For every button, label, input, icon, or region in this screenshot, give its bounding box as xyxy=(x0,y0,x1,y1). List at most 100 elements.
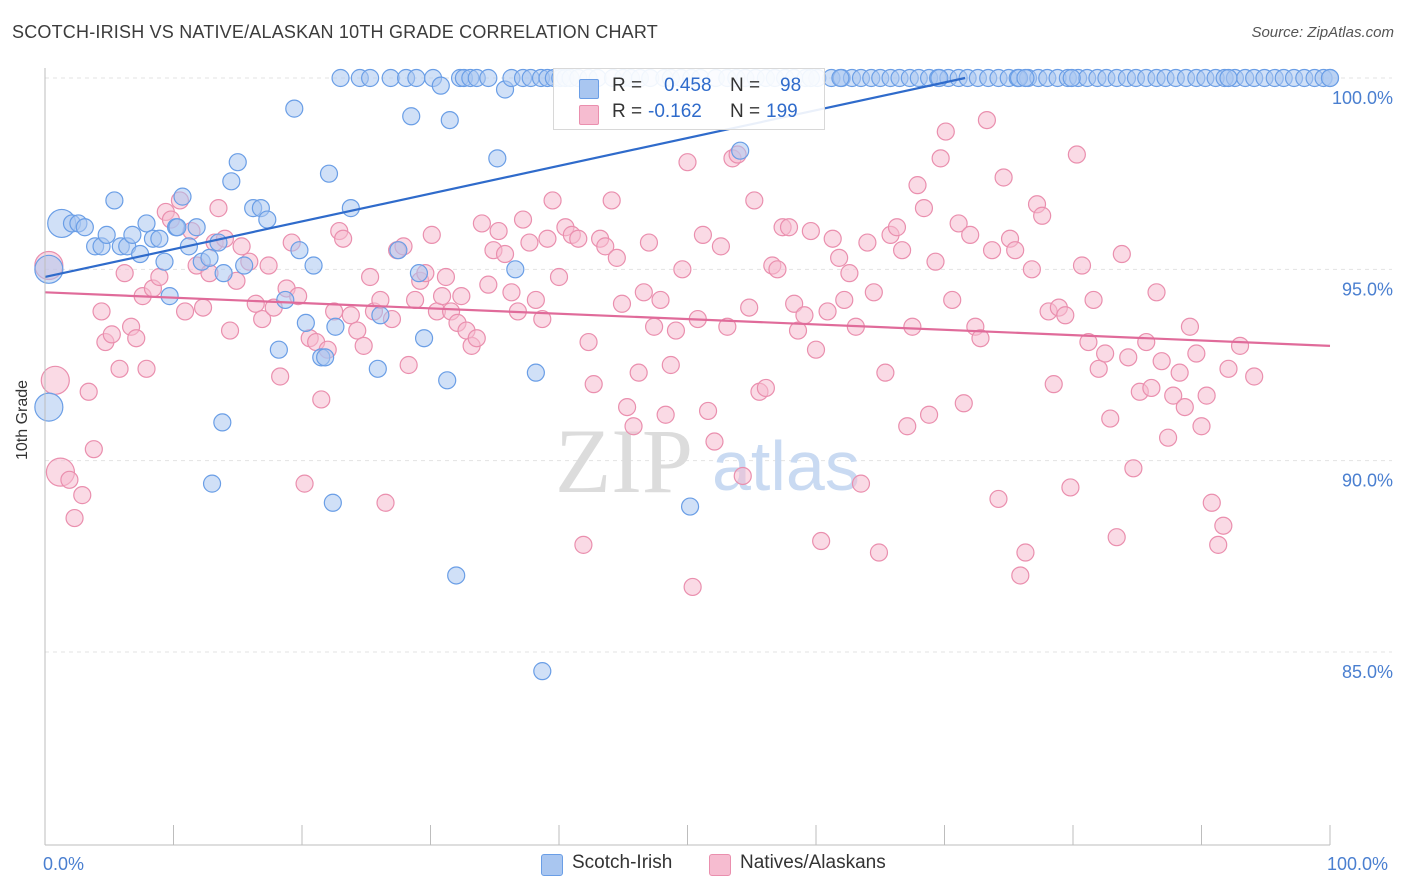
scotch-irish-point xyxy=(440,110,459,130)
natives-point xyxy=(618,397,637,417)
natives-point xyxy=(949,214,968,233)
natives-point xyxy=(422,225,441,244)
natives-point xyxy=(1033,206,1052,225)
natives-point xyxy=(718,317,737,336)
natives-point xyxy=(629,363,648,382)
natives-point xyxy=(467,329,486,348)
natives-point xyxy=(666,321,686,340)
natives-point xyxy=(1112,244,1131,264)
natives-point xyxy=(971,329,990,348)
natives-point xyxy=(926,252,945,271)
natives-point xyxy=(644,317,664,336)
scotch-irish-point xyxy=(214,264,233,283)
scotch-irish-point xyxy=(326,317,345,336)
natives-point xyxy=(1006,241,1025,260)
scotch-irish-point xyxy=(506,260,525,279)
natives-point xyxy=(733,466,752,486)
legend-n-label: N = xyxy=(730,101,761,122)
y-tick-label: 100.0% xyxy=(1332,88,1393,108)
natives-point xyxy=(1230,336,1250,355)
natives-point xyxy=(903,317,922,336)
natives-point xyxy=(1107,528,1126,547)
natives-point xyxy=(869,543,889,562)
natives-point xyxy=(1084,290,1103,310)
bottom-swatch-scotch-irish xyxy=(541,854,563,876)
natives-point xyxy=(538,229,557,248)
natives-point xyxy=(711,237,731,256)
natives-point xyxy=(1158,428,1178,447)
natives-point xyxy=(1072,256,1092,275)
source-label: Source: ZipAtlas.com xyxy=(1251,24,1394,41)
natives-point xyxy=(472,214,491,233)
y-tick-label: 90.0% xyxy=(1342,471,1393,491)
bottom-legend-label-scotch-irish: Scotch-Irish xyxy=(572,852,673,873)
scotch-irish-point xyxy=(831,68,850,88)
natives-point xyxy=(1170,363,1189,382)
scotch-irish-point xyxy=(438,371,457,390)
scotch-irish-point xyxy=(97,225,116,244)
legend-n-value-2: 199 xyxy=(766,101,798,122)
natives-point xyxy=(693,225,713,244)
natives-point xyxy=(639,233,659,252)
natives-point xyxy=(1175,397,1194,417)
natives-point xyxy=(259,256,278,275)
natives-point xyxy=(115,264,134,283)
natives-point xyxy=(892,241,912,260)
legend-r-value-2: -0.162 xyxy=(648,101,702,122)
scotch-irish-point xyxy=(1219,68,1238,88)
natives-point xyxy=(634,283,653,302)
natives-point xyxy=(756,378,775,398)
scotch-irish-point xyxy=(680,497,700,516)
natives-point xyxy=(432,287,452,306)
natives-point xyxy=(698,401,718,421)
scotch-irish-point xyxy=(533,662,552,681)
natives-point xyxy=(823,229,842,248)
grid-lines xyxy=(45,77,1392,653)
series-natives-points xyxy=(34,110,1264,597)
scotch-irish-point xyxy=(414,329,434,348)
y-tick-labels: 85.0% 90.0% 95.0% 100.0% xyxy=(1332,88,1393,682)
natives-point xyxy=(612,294,632,313)
natives-point xyxy=(1067,145,1086,164)
scotch-irish-point xyxy=(331,68,350,88)
natives-point xyxy=(92,302,111,321)
scotch-irish-point xyxy=(323,493,342,512)
natives-point xyxy=(1164,386,1183,405)
natives-point xyxy=(624,417,643,436)
legend-r-label: R = xyxy=(612,75,643,96)
natives-point xyxy=(989,489,1008,509)
x-min-label: 0.0% xyxy=(43,854,85,874)
stats-legend: R = 0.458 N = 98 R = -0.162 N = 199 xyxy=(553,68,825,130)
legend-swatch-natives xyxy=(579,105,599,125)
scotch-irish-point xyxy=(319,164,339,183)
scotch-irish-point xyxy=(276,290,295,310)
natives-point xyxy=(1245,367,1264,386)
natives-point xyxy=(678,153,697,172)
natives-point xyxy=(193,298,213,317)
scotch-irish-point xyxy=(155,252,174,271)
natives-point xyxy=(376,493,395,512)
natives-point xyxy=(1214,516,1233,535)
natives-point xyxy=(220,321,240,340)
natives-point xyxy=(887,218,907,237)
natives-point xyxy=(110,359,129,378)
scotch-irish-point xyxy=(296,313,315,333)
scotch-irish-point xyxy=(409,264,429,283)
natives-point xyxy=(520,233,539,252)
natives-point xyxy=(1142,378,1161,398)
natives-point xyxy=(1209,535,1228,554)
scotch-irish-point xyxy=(150,229,169,248)
scotch-irish-point xyxy=(168,218,187,237)
scotch-irish-point xyxy=(731,141,750,160)
natives-point xyxy=(596,237,615,256)
scotch-irish-point xyxy=(228,153,247,172)
natives-point xyxy=(549,267,569,287)
natives-point xyxy=(919,405,939,424)
natives-point xyxy=(864,283,883,302)
scotch-irish-point xyxy=(160,287,179,306)
scotch-irish-point xyxy=(34,392,64,422)
natives-point xyxy=(479,275,498,294)
natives-point xyxy=(740,298,759,317)
scotch-irish-point xyxy=(407,68,426,88)
natives-point xyxy=(943,290,962,310)
